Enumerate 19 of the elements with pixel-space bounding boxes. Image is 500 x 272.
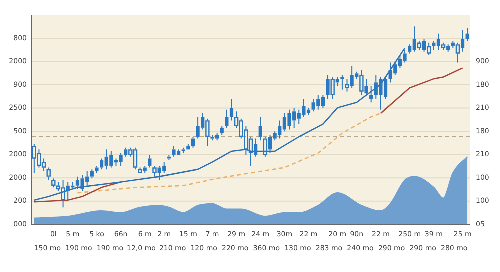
candlestick xyxy=(230,98,234,122)
candlestick xyxy=(191,136,196,148)
candlestick xyxy=(258,116,262,142)
candlestick xyxy=(456,42,460,64)
candlestick xyxy=(52,178,56,188)
candlestick xyxy=(263,136,268,158)
candlestick xyxy=(90,169,94,180)
candlestick xyxy=(466,28,470,42)
candlestick xyxy=(182,147,186,154)
candlestick xyxy=(95,165,99,174)
candlestick xyxy=(220,126,224,136)
candlestick xyxy=(340,74,344,90)
candlestick xyxy=(46,167,51,181)
candlestick xyxy=(225,109,229,128)
candlestick xyxy=(186,144,190,150)
candlestick xyxy=(426,42,432,56)
candlestick xyxy=(370,86,374,104)
candlestick xyxy=(417,40,422,51)
candlestick xyxy=(148,154,152,168)
